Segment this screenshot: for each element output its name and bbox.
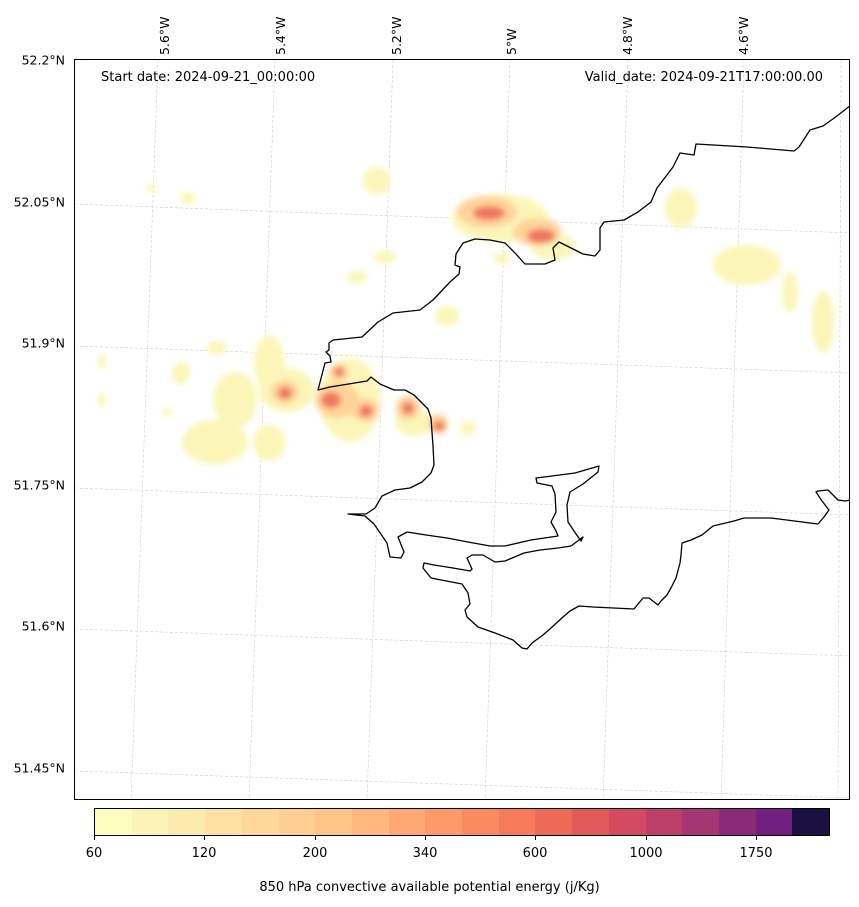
- lon-label-5.4W: 5.4°W: [273, 16, 288, 56]
- cape-blob: [182, 420, 248, 464]
- cape-blob: [347, 271, 367, 283]
- colorbar-swatch-2: [168, 809, 206, 835]
- cape-core: [402, 402, 414, 414]
- colorbar-swatch-10: [462, 809, 499, 835]
- lon-label-5.6W: 5.6°W: [157, 16, 172, 56]
- colorbar-tickmark: [425, 836, 426, 840]
- start-date-label: Start date: 2024-09-21_00:00:00: [101, 70, 316, 85]
- colorbar-swatch-11: [498, 809, 536, 835]
- lat-label-51.75: 51.75°N: [13, 477, 65, 493]
- colorbar-tickmark: [94, 836, 95, 840]
- cape-high-areas: [278, 206, 555, 431]
- colorbar-tickmark: [315, 836, 316, 840]
- lon-gridline-5.6W: [130, 60, 159, 799]
- colorbar-tick-1000: 1000: [629, 846, 663, 861]
- cape-core: [473, 206, 505, 220]
- cape-core: [433, 421, 445, 431]
- cape-blob: [812, 291, 834, 353]
- colorbar-tick-340: 340: [412, 846, 438, 861]
- colorbar-swatch-17: [718, 809, 756, 835]
- map-canvas: [75, 60, 849, 799]
- cape-field: [98, 167, 834, 464]
- colorbar-tick-200: 200: [302, 846, 328, 861]
- lat-gridline-51.75: [75, 487, 849, 516]
- lon-gridline-4.6W: [720, 60, 745, 799]
- lat-gridline-51.9: [75, 345, 849, 374]
- colorbar-swatch-19: [792, 809, 830, 835]
- cape-blob: [435, 306, 459, 326]
- colorbar-swatch-6: [315, 809, 352, 835]
- graticule: [75, 60, 849, 799]
- colorbar-swatch-5: [278, 809, 316, 835]
- colorbar-swatch-15: [645, 809, 683, 835]
- valid-date-label: Valid_date: 2024-09-21T17:00:00.00: [584, 70, 823, 85]
- cape-blob: [213, 372, 257, 428]
- lon-label-5.2W: 5.2°W: [389, 16, 404, 56]
- map-panel: [74, 59, 850, 800]
- lon-label-4.8W: 4.8°W: [620, 16, 635, 56]
- colorbar-swatch-1: [131, 809, 169, 835]
- cape-blob: [782, 272, 798, 312]
- colorbar-tickmark: [756, 836, 757, 840]
- cape-blob: [98, 393, 106, 407]
- colorbar-swatch-12: [535, 809, 573, 835]
- colorbar-label: 850 hPa convective available potential e…: [259, 880, 600, 895]
- colorbar-swatch-8: [388, 809, 426, 835]
- colorbar-swatch-3: [205, 809, 242, 835]
- colorbar-swatch-7: [351, 809, 389, 835]
- lat-gridline-52.05: [75, 203, 849, 234]
- cape-blob: [172, 362, 190, 384]
- colorbar-tickmark: [646, 836, 647, 840]
- colorbar-swatch-9: [425, 809, 463, 835]
- lat-label-51.6: 51.6°N: [21, 618, 65, 634]
- coastline: [317, 105, 849, 650]
- lat-gridline-51.6: [75, 628, 849, 657]
- lon-gridline-5W: [484, 60, 511, 799]
- colorbar-swatch-13: [572, 809, 609, 835]
- cape-core: [278, 387, 292, 399]
- colorbar-swatch-16: [682, 809, 719, 835]
- cape-core: [527, 229, 555, 243]
- colorbar-tickmark: [204, 836, 205, 840]
- cape-blob: [98, 355, 106, 369]
- colorbar-tickmark: [535, 836, 536, 840]
- lat-label-52.2: 52.2°N: [21, 52, 65, 68]
- cape-blob: [207, 341, 227, 355]
- lon-label-4.6W: 4.6°W: [736, 16, 751, 56]
- cape-blob: [146, 184, 156, 192]
- colorbar-tick-60: 60: [85, 846, 103, 861]
- lat-label-51.9: 51.9°N: [21, 335, 65, 351]
- cape-blob: [162, 408, 172, 416]
- cape-mid-areas: [271, 196, 561, 434]
- cape-core: [334, 367, 344, 377]
- north-coast: [317, 105, 849, 650]
- cape-core: [321, 392, 341, 408]
- colorbar-swatch-4: [241, 809, 279, 835]
- colorbar-swatch-18: [755, 809, 793, 835]
- lat-gridline-51.45: [75, 770, 849, 799]
- colorbar: [94, 808, 830, 836]
- colorbar-tick-600: 600: [522, 846, 548, 861]
- cape-blob: [460, 421, 476, 435]
- lon-label-5W: 5°W: [504, 28, 519, 55]
- cape-blob: [494, 252, 510, 264]
- lon-gridline-4.8W: [602, 60, 629, 799]
- lat-label-51.45: 51.45°N: [13, 760, 65, 776]
- lon-gridline-4.4W: [837, 60, 842, 799]
- lat-label-52.05: 52.05°N: [13, 194, 65, 210]
- colorbar-tick-120: 120: [191, 846, 217, 861]
- colorbar-tick-1750: 1750: [739, 846, 773, 861]
- colorbar-swatch-14: [608, 809, 646, 835]
- cape-blob: [713, 245, 781, 285]
- cape-blob: [253, 425, 285, 461]
- cape-blob: [373, 251, 397, 263]
- cape-core: [359, 405, 373, 417]
- lon-gridline-5.2W: [366, 60, 394, 799]
- cape-blob: [363, 167, 391, 195]
- cape-blob: [665, 188, 697, 228]
- colorbar-swatch-0: [95, 809, 132, 835]
- cape-blob: [180, 192, 196, 204]
